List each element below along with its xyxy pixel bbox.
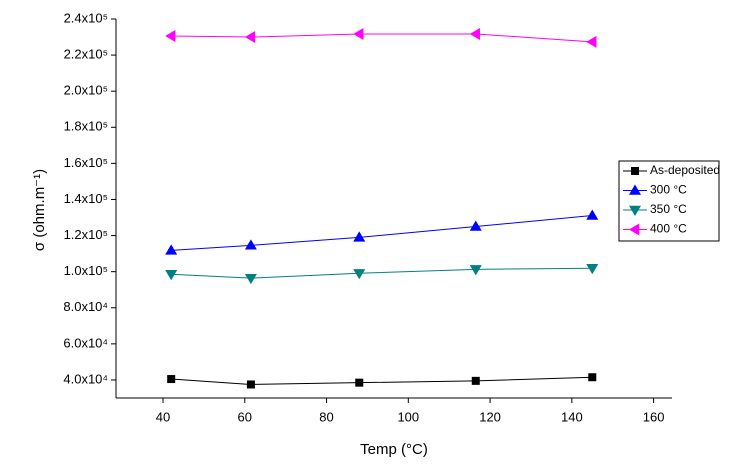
marker [586,264,599,275]
x-tick-label: 80 [319,409,333,424]
legend-marker [629,184,641,195]
marker [167,375,176,384]
y-tick-label: 4.0x10⁴ [63,371,108,386]
y-tick-label: 1.2x10⁵ [64,227,108,242]
marker [586,35,597,48]
marker [244,31,256,44]
y-tick-label: 8.0x10⁴ [63,299,108,314]
marker [353,231,366,242]
x-tick-label: 160 [643,409,665,424]
marker [353,269,366,280]
x-tick-label: 140 [561,409,583,424]
marker [469,265,482,276]
y-tick-label: 1.6x10⁵ [64,155,108,170]
marker [244,273,257,285]
marker [586,209,599,220]
y-tick-label: 2.4x10⁵ [64,10,108,25]
marker [244,239,257,250]
legend-label: 400 °C [650,222,687,236]
legend-label: 350 °C [650,202,687,216]
marker [471,376,480,385]
legend-label: 300 °C [650,183,687,197]
y-tick-label: 1.0x10⁵ [64,263,108,278]
legend-marker [629,205,641,216]
y-tick-label: 1.4x10⁵ [64,191,108,206]
x-tick-label: 40 [156,409,170,424]
y-tick-label: 6.0x10⁴ [63,335,108,350]
marker [165,244,178,255]
x-tick-label: 100 [397,409,419,424]
legend-label: As-deposited [650,163,720,177]
marker [469,27,480,40]
marker [165,269,178,281]
y-tick-label: 1.8x10⁵ [64,119,108,134]
marker [469,220,482,231]
marker [588,373,597,382]
marker [165,29,176,42]
series-line [171,376,593,385]
marker [355,378,364,387]
y-tick-label: 2.0x10⁵ [64,83,108,98]
marker [353,27,364,40]
x-tick-label: 120 [479,409,501,424]
marker [246,380,255,389]
legend-marker [631,167,639,175]
series-line [171,267,593,279]
series-line [171,33,593,43]
legend-marker [629,223,640,236]
x-tick-label: 60 [238,409,252,424]
series-line [171,215,593,251]
x-axis-label: Temp (°C) [360,441,428,458]
y-axis-label: σ (ohm.m⁻¹) [31,169,48,251]
y-tick-label: 2.2x10⁵ [64,47,108,62]
